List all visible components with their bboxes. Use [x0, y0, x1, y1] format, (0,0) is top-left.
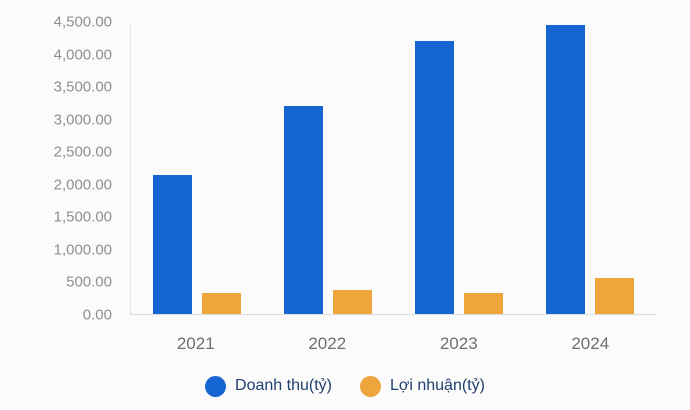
y-tick-label: 1,500.00 — [53, 208, 112, 226]
bar-2023-Doanh thu(tỷ)[interactable] — [415, 41, 455, 314]
bar-2024-Doanh thu(tỷ)[interactable] — [546, 25, 586, 314]
bar-2021-Doanh thu(tỷ)[interactable] — [152, 174, 192, 314]
bar-group-2021 — [152, 22, 241, 314]
y-tick-label: 0.00 — [82, 306, 112, 324]
y-axis: 4,500.00 4,000.00 3,500.00 3,000.00 2,500.00… — [0, 14, 122, 324]
x-axis: 2021 2022 2023 2024 — [130, 334, 656, 358]
bar-groups — [131, 22, 656, 314]
legend: Doanh thu(tỷ) Lợi nhuận(tỷ) — [0, 370, 690, 402]
bar-group-2022 — [283, 22, 372, 314]
bar-group-2023 — [415, 22, 504, 314]
y-tick-label: 4,000.00 — [53, 46, 112, 64]
bar-2022-Lợi nhuận(tỷ)[interactable] — [332, 290, 372, 314]
x-label-2024: 2024 — [571, 334, 610, 353]
bar-2022-Doanh thu(tỷ)[interactable] — [283, 106, 323, 314]
y-tick-label: 2,000.00 — [53, 176, 112, 194]
bar-group-2024 — [546, 22, 635, 314]
plot-area — [130, 22, 656, 315]
y-tick-label: 3,500.00 — [53, 78, 112, 96]
legend-swatch-icon — [359, 375, 381, 397]
bar-2024-Lợi nhuận(tỷ)[interactable] — [595, 277, 635, 314]
legend-item-Lợi nhuận(tỷ)[interactable]: Lợi nhuận(tỷ) — [359, 375, 485, 397]
bar-2023-Lợi nhuận(tỷ)[interactable] — [464, 292, 504, 314]
y-tick-label: 500.00 — [66, 273, 112, 291]
y-tick-label: 1,000.00 — [53, 241, 112, 259]
x-label-2021: 2021 — [176, 334, 215, 353]
bar-2021-Lợi nhuận(tỷ)[interactable] — [201, 292, 241, 314]
x-label-2023: 2023 — [439, 334, 478, 353]
y-tick-label: 2,500.00 — [53, 143, 112, 161]
legend-item-Doanh thu(tỷ)[interactable]: Doanh thu(tỷ) — [205, 375, 332, 397]
y-tick-label: 3,000.00 — [53, 111, 112, 129]
legend-label: Lợi nhuận(tỷ) — [389, 377, 485, 394]
legend-swatch-icon — [205, 375, 227, 397]
y-tick-label: 4,500.00 — [53, 13, 112, 31]
legend-label: Doanh thu(tỷ) — [235, 377, 332, 394]
x-label-2022: 2022 — [308, 334, 347, 353]
